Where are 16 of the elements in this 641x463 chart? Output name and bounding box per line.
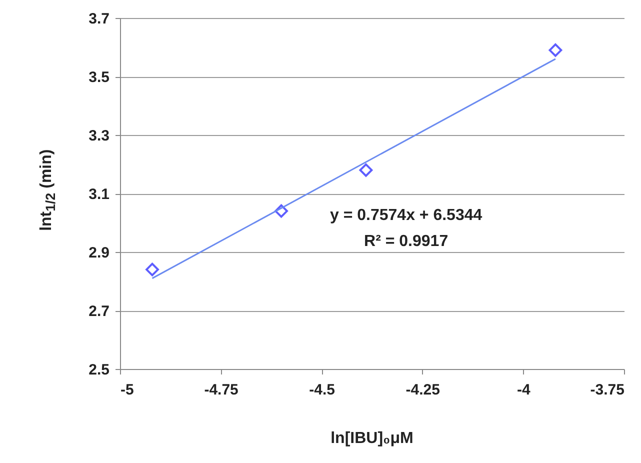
y-tick-label: 2.9 — [88, 244, 110, 262]
y-tick-label: 2.5 — [88, 362, 110, 378]
x-axis-title: ln[IBU]₀μM — [330, 430, 414, 448]
x-tick-label: -5 — [120, 382, 134, 398]
x-tick-label: -4.5 — [309, 382, 336, 398]
y-tick-label: 2.7 — [88, 303, 110, 320]
y-tick-label: 3.3 — [88, 128, 110, 144]
x-tick-label: -3.75 — [590, 382, 624, 398]
y-tick-label: 3.5 — [88, 69, 110, 86]
x-tick-label: -4.75 — [204, 382, 238, 398]
y-tick-label: 3.1 — [88, 186, 110, 203]
x-tick-label: -4.25 — [406, 382, 440, 398]
y-tick-label: 3.7 — [88, 10, 110, 28]
annotation: R² = 0.9917 — [363, 232, 450, 252]
annotation: y = 0.7574x + 6.5344 — [330, 206, 482, 226]
x-tick-label: -4 — [517, 382, 532, 398]
